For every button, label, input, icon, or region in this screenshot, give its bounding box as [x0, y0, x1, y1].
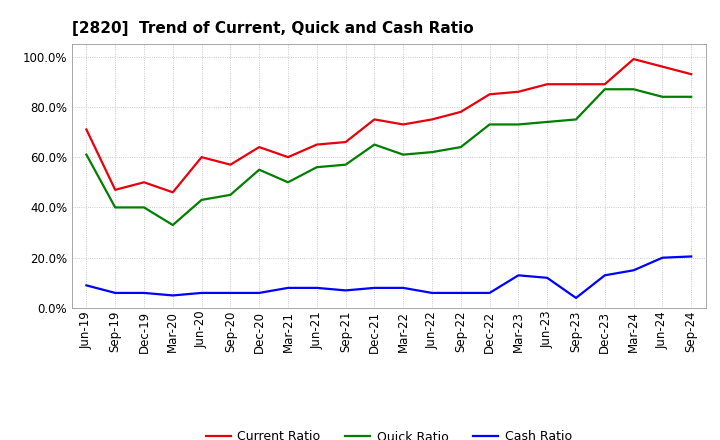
Current Ratio: [284, 154, 292, 160]
Current Ratio: [456, 109, 465, 114]
Current Ratio: [341, 139, 350, 145]
Current Ratio: [399, 122, 408, 127]
Line: Current Ratio: Current Ratio: [86, 59, 691, 192]
Cash Ratio: [226, 290, 235, 296]
Quick Ratio: [514, 122, 523, 127]
Line: Cash Ratio: Cash Ratio: [86, 257, 691, 298]
Cash Ratio: [572, 295, 580, 301]
Quick Ratio: [572, 117, 580, 122]
Cash Ratio: [543, 275, 552, 280]
Quick Ratio: [284, 180, 292, 185]
Cash Ratio: [600, 273, 609, 278]
Quick Ratio: [658, 94, 667, 99]
Cash Ratio: [111, 290, 120, 296]
Cash Ratio: [341, 288, 350, 293]
Quick Ratio: [485, 122, 494, 127]
Cash Ratio: [284, 285, 292, 290]
Quick Ratio: [255, 167, 264, 172]
Current Ratio: [629, 56, 638, 62]
Quick Ratio: [629, 87, 638, 92]
Current Ratio: [485, 92, 494, 97]
Quick Ratio: [600, 87, 609, 92]
Current Ratio: [82, 127, 91, 132]
Current Ratio: [687, 72, 696, 77]
Cash Ratio: [658, 255, 667, 260]
Line: Quick Ratio: Quick Ratio: [86, 89, 691, 225]
Quick Ratio: [82, 152, 91, 157]
Quick Ratio: [370, 142, 379, 147]
Current Ratio: [514, 89, 523, 95]
Quick Ratio: [428, 150, 436, 155]
Cash Ratio: [687, 254, 696, 259]
Cash Ratio: [197, 290, 206, 296]
Cash Ratio: [456, 290, 465, 296]
Current Ratio: [140, 180, 148, 185]
Cash Ratio: [485, 290, 494, 296]
Quick Ratio: [168, 222, 177, 227]
Current Ratio: [168, 190, 177, 195]
Quick Ratio: [456, 144, 465, 150]
Current Ratio: [370, 117, 379, 122]
Current Ratio: [543, 81, 552, 87]
Cash Ratio: [82, 283, 91, 288]
Current Ratio: [572, 81, 580, 87]
Current Ratio: [428, 117, 436, 122]
Legend: Current Ratio, Quick Ratio, Cash Ratio: Current Ratio, Quick Ratio, Cash Ratio: [201, 425, 577, 440]
Current Ratio: [111, 187, 120, 192]
Current Ratio: [600, 81, 609, 87]
Current Ratio: [312, 142, 321, 147]
Current Ratio: [197, 154, 206, 160]
Quick Ratio: [687, 94, 696, 99]
Quick Ratio: [543, 119, 552, 125]
Cash Ratio: [399, 285, 408, 290]
Cash Ratio: [370, 285, 379, 290]
Cash Ratio: [629, 268, 638, 273]
Quick Ratio: [399, 152, 408, 157]
Text: [2820]  Trend of Current, Quick and Cash Ratio: [2820] Trend of Current, Quick and Cash …: [72, 21, 474, 36]
Quick Ratio: [111, 205, 120, 210]
Cash Ratio: [140, 290, 148, 296]
Quick Ratio: [312, 165, 321, 170]
Quick Ratio: [341, 162, 350, 167]
Cash Ratio: [514, 273, 523, 278]
Cash Ratio: [255, 290, 264, 296]
Current Ratio: [658, 64, 667, 69]
Cash Ratio: [428, 290, 436, 296]
Cash Ratio: [168, 293, 177, 298]
Quick Ratio: [140, 205, 148, 210]
Cash Ratio: [312, 285, 321, 290]
Quick Ratio: [197, 197, 206, 202]
Current Ratio: [226, 162, 235, 167]
Quick Ratio: [226, 192, 235, 198]
Current Ratio: [255, 144, 264, 150]
